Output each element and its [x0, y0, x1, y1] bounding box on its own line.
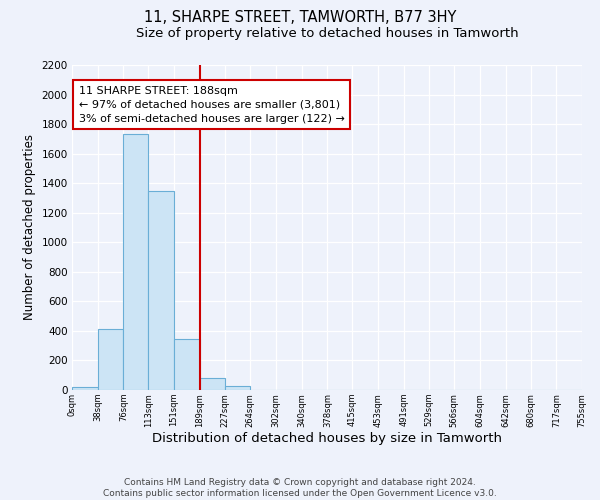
Bar — [226, 386, 250, 390]
Y-axis label: Number of detached properties: Number of detached properties — [23, 134, 36, 320]
Bar — [148, 190, 174, 390]
Text: 11, SHARPE STREET, TAMWORTH, B77 3HY: 11, SHARPE STREET, TAMWORTH, B77 3HY — [144, 10, 456, 25]
Bar — [174, 339, 200, 390]
X-axis label: Distribution of detached houses by size in Tamworth: Distribution of detached houses by size … — [152, 432, 502, 446]
Text: 11 SHARPE STREET: 188sqm
← 97% of detached houses are smaller (3,801)
3% of semi: 11 SHARPE STREET: 188sqm ← 97% of detach… — [79, 86, 344, 124]
Bar — [98, 328, 124, 390]
Bar — [200, 378, 226, 390]
Text: Contains HM Land Registry data © Crown copyright and database right 2024.
Contai: Contains HM Land Registry data © Crown c… — [103, 478, 497, 498]
Title: Size of property relative to detached houses in Tamworth: Size of property relative to detached ho… — [136, 27, 518, 40]
Bar — [124, 134, 148, 390]
Bar — [72, 387, 98, 390]
